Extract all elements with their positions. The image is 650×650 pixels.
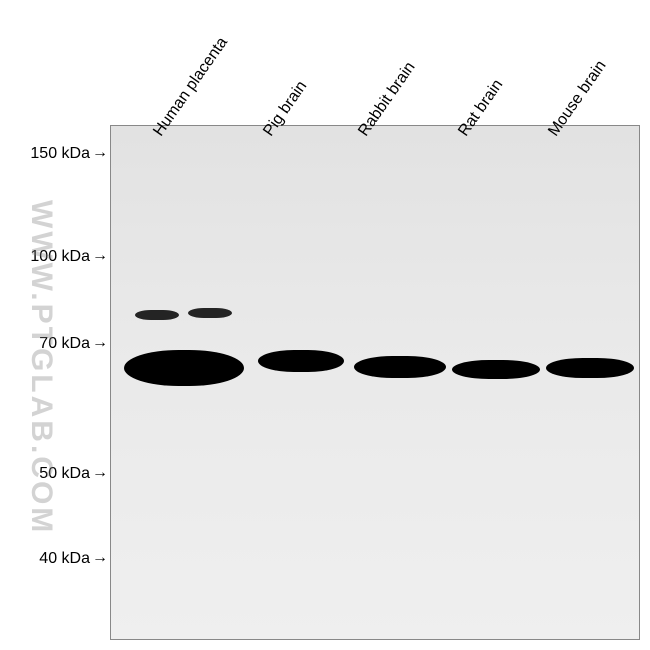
watermark-text: WWW.PTGLAB.COM <box>24 200 58 535</box>
blot-band <box>546 358 634 378</box>
mw-label: 40 kDa <box>39 550 90 568</box>
blot-band <box>124 350 244 386</box>
blot-band <box>188 308 232 318</box>
mw-label: 150 kDa <box>30 145 90 163</box>
blot-band <box>354 356 446 378</box>
figure-container: Human placentaPig brainRabbit brainRat b… <box>0 0 650 650</box>
blot-band <box>135 310 179 320</box>
blot-band <box>452 360 540 379</box>
blot-band <box>258 350 344 372</box>
arrow-icon: → <box>92 247 108 265</box>
arrow-icon: → <box>92 144 108 162</box>
arrow-icon: → <box>92 549 108 567</box>
arrow-icon: → <box>92 334 108 352</box>
arrow-icon: → <box>92 464 108 482</box>
